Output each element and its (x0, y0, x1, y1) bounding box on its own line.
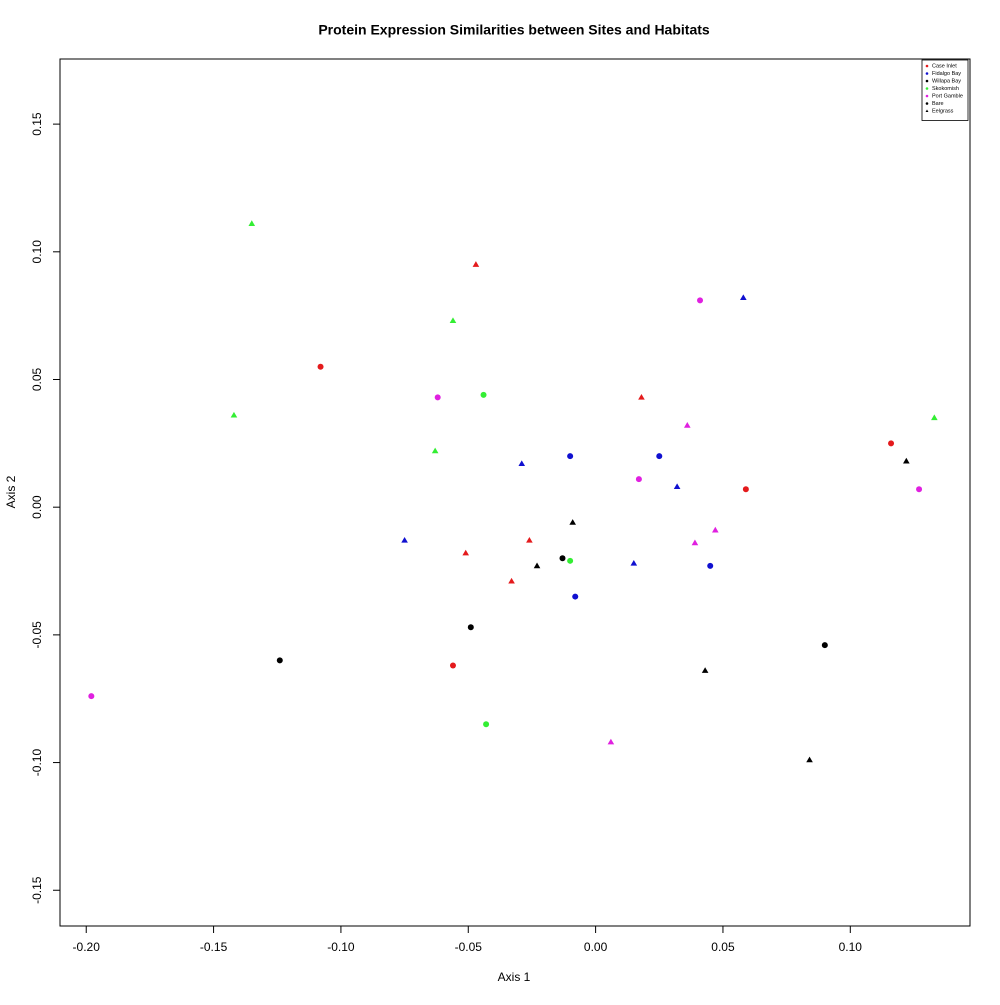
point (683, 422, 691, 428)
point (567, 557, 574, 564)
point (317, 363, 324, 370)
legend-label: Port Gamble (932, 93, 963, 99)
legend-label: Eelgrass (932, 108, 954, 114)
point (916, 486, 923, 493)
point (888, 440, 895, 447)
x-tick-label: 0.05 (711, 940, 735, 954)
x-tick-label: -0.20 (73, 940, 101, 954)
point (701, 667, 709, 673)
point (480, 391, 487, 398)
legend-label: Bare (932, 101, 944, 107)
point (401, 536, 408, 543)
point (434, 394, 441, 401)
point (742, 486, 749, 493)
point (230, 411, 238, 418)
x-tick-label: 0.10 (839, 940, 863, 954)
point (472, 261, 480, 267)
y-tick-label: 0.05 (30, 367, 44, 391)
x-tick-label: -0.10 (327, 940, 355, 954)
point (707, 562, 714, 569)
x-axis-label: Axis 1 (498, 970, 531, 984)
legend-marker (925, 94, 929, 98)
point (638, 393, 645, 400)
point (806, 756, 813, 763)
point (88, 693, 95, 700)
chart-title: Protein Expression Similarities between … (318, 22, 710, 38)
legend-label: Willapa Bay (932, 78, 961, 84)
legend-marker (925, 79, 929, 83)
point (559, 555, 566, 562)
point (462, 549, 470, 556)
point (931, 414, 938, 421)
y-axis-label: Axis 2 (4, 475, 18, 508)
legend-label: Fidalgo Bay (932, 71, 961, 77)
point (697, 297, 704, 304)
y-tick-label: -0.10 (30, 749, 44, 777)
x-tick-label: -0.05 (455, 940, 483, 954)
point (276, 657, 283, 664)
legend-marker (925, 72, 929, 75)
plot-frame (59, 58, 971, 927)
point (526, 536, 533, 543)
legend-marker (925, 64, 929, 68)
point (740, 294, 747, 301)
point (431, 447, 439, 454)
point (607, 738, 615, 745)
point (821, 642, 828, 649)
point (656, 453, 663, 460)
point (630, 559, 638, 566)
y-tick-label: 0.15 (30, 112, 44, 136)
legend-marker (925, 109, 929, 112)
legend-label: Case Inlet (932, 63, 957, 69)
x-tick-label: 0.00 (584, 940, 608, 954)
legend-box (921, 59, 969, 121)
point (248, 220, 256, 226)
point (449, 662, 456, 669)
y-tick-label: 0.00 (30, 495, 44, 519)
x-tick-label: -0.15 (200, 940, 228, 954)
point (483, 721, 490, 728)
point (467, 624, 474, 631)
point (533, 562, 541, 569)
point (518, 460, 526, 467)
y-tick-label: -0.15 (30, 876, 44, 904)
point (673, 483, 681, 490)
point (635, 476, 642, 483)
point (691, 539, 699, 546)
point (569, 519, 576, 525)
point (567, 453, 574, 460)
point (903, 457, 910, 464)
point (712, 526, 719, 533)
point (508, 577, 515, 584)
point (572, 593, 579, 600)
legend-label: Skokomish (932, 86, 959, 92)
legend-marker (925, 102, 929, 105)
legend-marker (925, 87, 929, 90)
y-tick-label: -0.05 (30, 621, 44, 649)
point (449, 317, 457, 324)
y-tick-label: 0.10 (30, 240, 44, 264)
